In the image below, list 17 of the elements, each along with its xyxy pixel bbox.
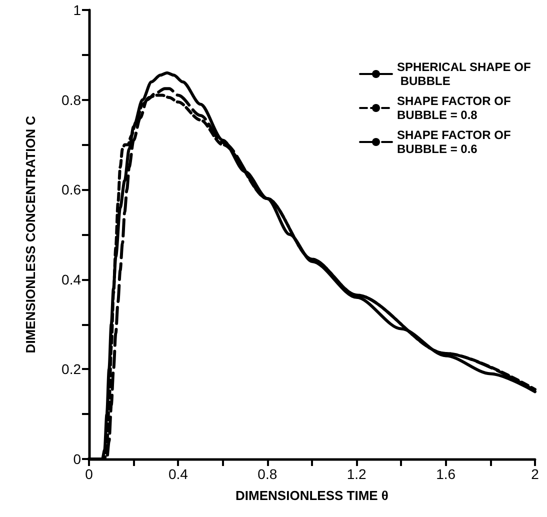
legend-label: SPHERICAL SHAPE OF BUBBLE [397,60,531,88]
x-tick-label: 2 [531,466,540,482]
y-tick-label: 0.2 [62,361,82,378]
x-tick-label: 0.4 [168,466,188,482]
y-tick-label: 0.8 [62,92,82,108]
y-tick-label: 1 [73,2,82,18]
legend-label: SHAPE FACTOR OF BUBBLE = 0.6 [397,128,514,156]
x-tick-label: 1.2 [346,466,367,482]
x-tick-label: 0.8 [258,466,278,482]
y-tick-label: 0 [73,451,82,467]
x-axis-title: DIMENSIONLESS TIME θ [236,488,388,503]
y-tick-label: 0.6 [62,182,82,198]
y-axis-title: DIMENSIONLESS CONCENTRATION C [23,115,38,354]
x-tick-label: 1.6 [436,466,456,482]
legend-label: SHAPE FACTOR OF BUBBLE = 0.8 [397,94,514,122]
x-tick-label: 0 [85,466,94,482]
y-tick-label: 0.4 [62,271,82,288]
